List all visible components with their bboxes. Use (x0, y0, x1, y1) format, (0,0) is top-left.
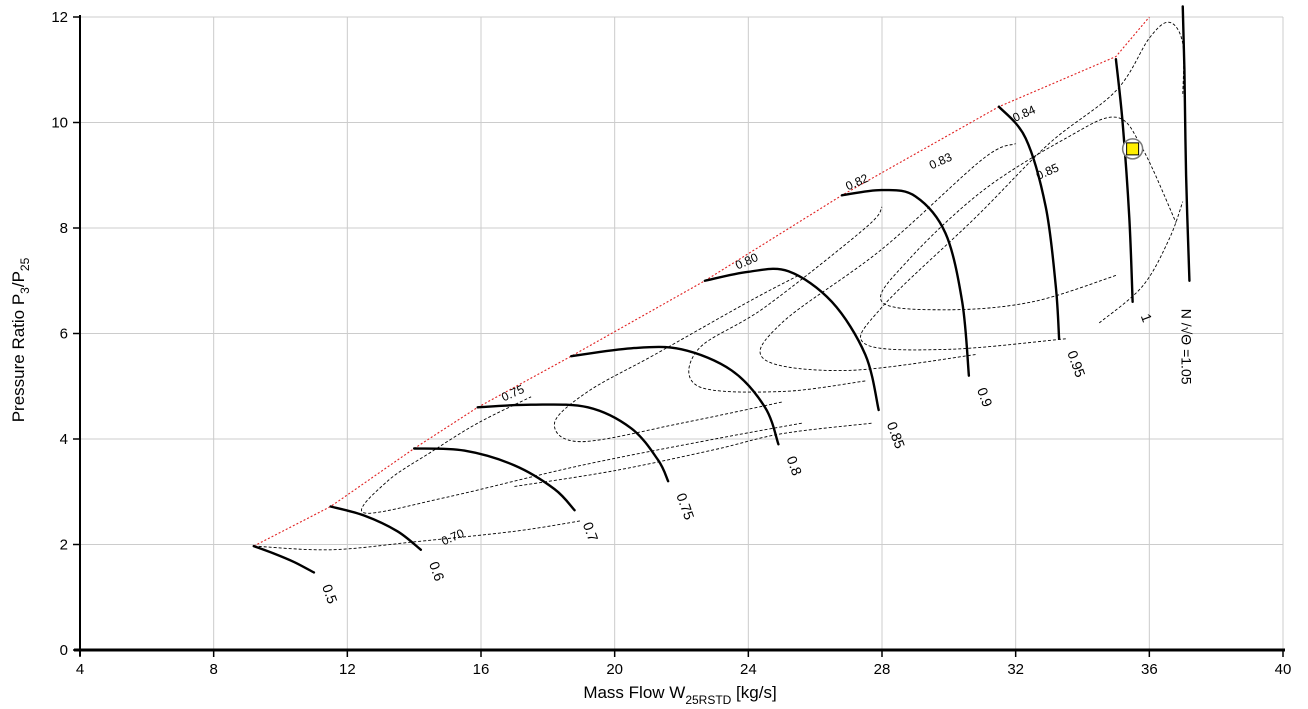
surge-line-path (253, 16, 1150, 547)
speed-line-label: N /√Θ =1.05 (1178, 309, 1194, 385)
y-axis-title-main: Pressure Ratio P (9, 294, 28, 423)
surge-line (253, 16, 1150, 547)
x-tick-label: 8 (209, 661, 217, 678)
y-tick-label: 4 (60, 431, 68, 448)
x-tick-label: 12 (339, 661, 356, 678)
efficiency-contour (880, 116, 1177, 311)
x-tick-label: 24 (740, 661, 757, 678)
efficiency-label: 0.83 (927, 150, 954, 172)
speed-line (1181, 5, 1191, 282)
speed-line-label: 0.9 (974, 385, 996, 409)
x-tick-label: 28 (874, 661, 891, 678)
x-tick-label: 4 (76, 661, 84, 678)
speed-line (252, 544, 316, 574)
efficiency-contour (1098, 201, 1184, 324)
speed-line (703, 267, 880, 412)
efficiency-contour (688, 206, 883, 393)
speed-line-label: 1 (1138, 311, 1156, 324)
speed-line-label: 0.75 (673, 491, 697, 522)
operating-point-square (1126, 142, 1140, 156)
x-axis-title-unit: [kg/s] (731, 683, 776, 702)
speed-line-label: 0.7 (580, 520, 602, 544)
efficiency-contour (253, 520, 582, 551)
x-tick-label: 20 (606, 661, 623, 678)
operating-point-marker (1121, 138, 1144, 160)
efficiency-contour (860, 21, 1185, 351)
speed-line (329, 505, 423, 551)
y-axis-title-sub2: 25 (18, 257, 32, 271)
efficiency-contour (554, 275, 799, 443)
speed-line-label: 0.95 (1064, 348, 1088, 379)
speed-line (997, 105, 1061, 340)
y-tick-label: 8 (60, 220, 68, 237)
efficiency-label: 0.85 (1034, 160, 1061, 182)
grid-lines (80, 16, 1284, 650)
efficiency-islands (253, 21, 1185, 551)
speed-line (476, 403, 670, 483)
x-tick-label: 36 (1141, 661, 1158, 678)
y-axis-title: Pressure Ratio P3/P25 (9, 257, 32, 422)
y-tick-label: 10 (51, 115, 68, 132)
efficiency-contour (759, 143, 1016, 372)
y-tick-label: 6 (60, 326, 68, 343)
efficiency-contour (514, 422, 873, 487)
y-axis-title-slash: /P (9, 271, 28, 287)
speed-line-label: 0.6 (426, 559, 448, 583)
y-tick-label: 12 (51, 9, 68, 26)
y-tick-label: 2 (60, 537, 68, 554)
curve-labels: 0.700.750.800.820.830.840.850.50.60.70.7… (319, 102, 1194, 606)
speed-line-label: 0.85 (884, 420, 908, 451)
y-axis-title-sub1: 3 (18, 287, 32, 294)
speed-line-label: 0.5 (319, 582, 341, 606)
speed-lines (252, 5, 1191, 574)
speed-line (1114, 58, 1134, 304)
efficiency-label: 0.80 (733, 250, 760, 272)
efficiency-label: 0.82 (843, 171, 870, 193)
speed-line (840, 188, 971, 377)
efficiency-contour (361, 396, 802, 514)
x-tick-label: 32 (1007, 661, 1024, 678)
x-axis-title-sub: 25RSTD (685, 693, 731, 707)
x-axis-title: Mass Flow W25RSTD [kg/s] (583, 683, 776, 707)
x-axis-title-main: Mass Flow W (583, 683, 685, 702)
efficiency-label: 0.84 (1011, 102, 1038, 124)
speed-line (570, 345, 780, 446)
speed-line-label: 0.8 (784, 454, 806, 478)
x-tick-label: 16 (473, 661, 490, 678)
x-tick-label: 40 (1275, 661, 1292, 678)
speed-line (412, 447, 576, 512)
y-tick-label: 0 (60, 642, 68, 659)
